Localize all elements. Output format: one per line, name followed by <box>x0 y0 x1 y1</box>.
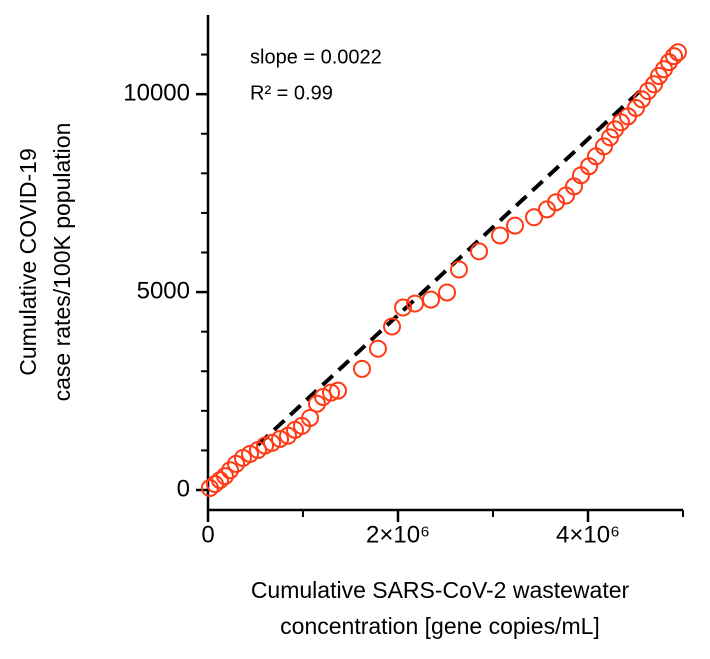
data-point <box>210 471 229 490</box>
data-point <box>271 429 290 448</box>
y-axis-label: case rates/100K population <box>49 123 75 402</box>
data-point <box>368 339 387 358</box>
data-point <box>491 226 510 245</box>
data-point <box>352 359 371 378</box>
y-tick-label: 0 <box>177 475 190 502</box>
y-axis-label: Cumulative COVID-19 <box>15 148 41 376</box>
data-point <box>470 242 489 261</box>
data-point <box>383 317 402 336</box>
data-point <box>525 208 544 227</box>
x-tick-label: 0 <box>201 521 214 548</box>
x-axis-label: concentration [gene copies/mL] <box>280 613 600 639</box>
data-point <box>307 394 326 413</box>
data-point <box>449 260 468 279</box>
annotation: R² = 0.99 <box>250 82 333 104</box>
data-point <box>328 381 347 400</box>
data-point <box>301 408 320 427</box>
data-point <box>221 461 240 480</box>
data-point <box>546 193 565 212</box>
data-point <box>664 47 683 66</box>
data-point <box>216 467 235 486</box>
data-point <box>200 479 219 498</box>
y-tick-label: 10000 <box>123 80 190 107</box>
data-point <box>394 298 413 317</box>
data-point <box>660 53 679 72</box>
data-point <box>322 383 341 402</box>
data-point <box>668 43 687 62</box>
x-axis-label: Cumulative SARS-CoV-2 wastewater <box>251 577 630 603</box>
data-point <box>421 290 440 309</box>
data-point <box>438 283 457 302</box>
y-tick-label: 5000 <box>137 277 190 304</box>
x-tick-label: 2×10⁶ <box>366 521 430 548</box>
x-tick-label: 4×10⁶ <box>556 521 620 548</box>
data-point <box>506 216 525 235</box>
fit-line <box>256 89 642 447</box>
data-point <box>206 475 225 494</box>
annotation: slope = 0.0022 <box>250 46 382 68</box>
data-point <box>594 137 613 156</box>
